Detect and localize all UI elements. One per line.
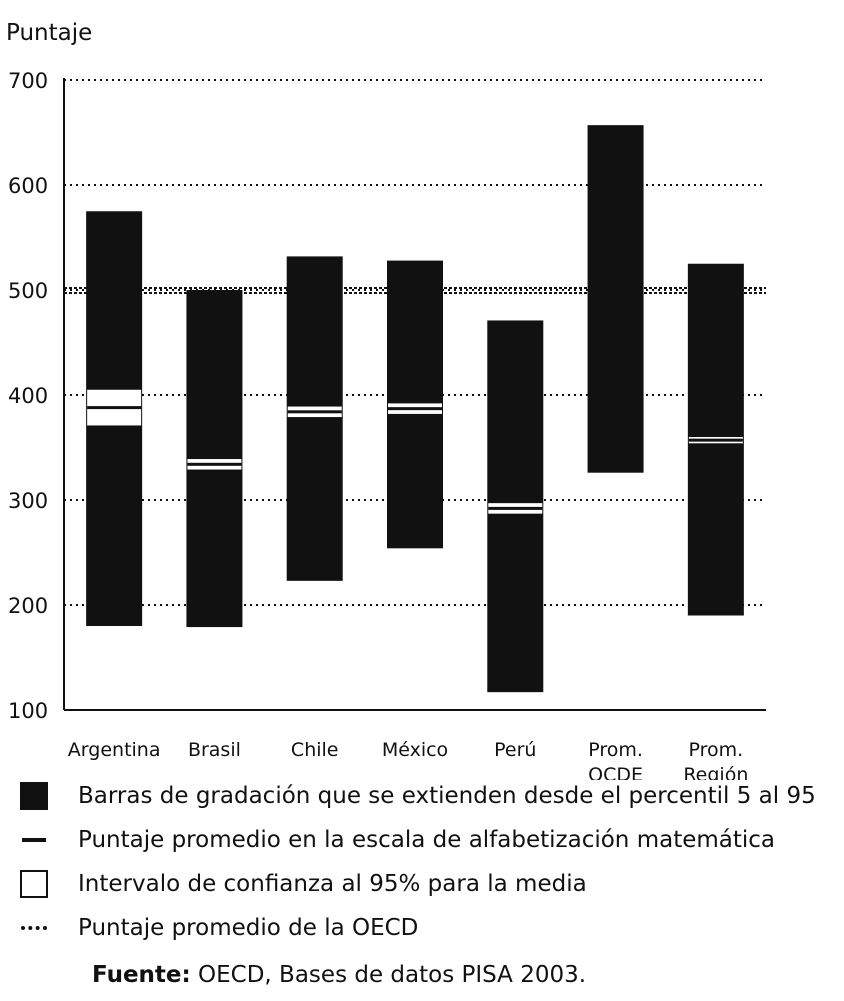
x-tick-label: OCDE — [588, 764, 643, 780]
x-tick-label: Prom. — [689, 739, 744, 761]
x-tick-label: Chile — [291, 739, 339, 761]
legend-ci-label: Intervalo de confianza al 95% para la me… — [78, 871, 587, 897]
x-tick-label: Argentina — [68, 739, 161, 761]
mean-marker — [87, 406, 142, 410]
y-tick-label: 200 — [8, 594, 48, 618]
legend-mean-label: Puntaje promedio en la escala de alfabet… — [78, 827, 776, 853]
y-tick-label: 500 — [8, 279, 48, 303]
x-tick-label: Prom. — [588, 739, 643, 761]
legend-ci-swatch — [18, 868, 50, 900]
x-tick-label: Perú — [494, 739, 536, 761]
legend-item-mean: Puntaje promedio en la escala de alfabet… — [18, 820, 775, 860]
y-tick-label: 600 — [8, 174, 48, 198]
legend-item-oecd: Puntaje promedio de la OECD — [18, 908, 418, 948]
legend-mean-swatch — [18, 824, 50, 856]
y-axis: 100 200 300 400 500 600 700 — [8, 69, 766, 723]
legend-bar-label: Barras de gradación que se extienden des… — [78, 783, 816, 809]
legend-item-ci: Intervalo de confianza al 95% para la me… — [18, 864, 587, 904]
y-tick-label: 300 — [8, 489, 48, 513]
mean-marker — [488, 506, 543, 510]
y-tick-label: 400 — [8, 384, 48, 408]
bars-layer — [86, 125, 744, 693]
source-note: Fuente: OECD, Bases de datos PISA 2003. — [92, 962, 586, 988]
y-tick-label: 700 — [8, 69, 48, 93]
legend-bar-swatch — [18, 780, 50, 812]
x-tick-label: México — [382, 739, 448, 761]
x-tick-label: Brasil — [188, 739, 241, 761]
mean-marker — [388, 407, 442, 411]
legend-oecd-label: Puntaje promedio de la OECD — [78, 915, 419, 941]
source-text: OECD, Bases de datos PISA 2003. — [190, 962, 587, 988]
x-tick-label: Región — [683, 764, 748, 780]
legend-oecd-swatch — [18, 912, 50, 944]
y-axis-label: Puntaje — [6, 20, 92, 46]
x-axis-labels: Argentina Brasil Chile México Perú Prom. OCDE P… — [68, 739, 749, 780]
mean-marker — [688, 438, 743, 442]
percentile-bar — [286, 256, 343, 581]
chart: Puntaje 100 200 300 400 500 600 700 Argentina B… — [6, 20, 766, 780]
source-label: Fuente: — [92, 962, 191, 988]
mean-marker — [187, 462, 242, 466]
percentile-bar — [587, 125, 644, 473]
mean-marker — [287, 410, 342, 414]
y-tick-label: 100 — [8, 699, 48, 723]
legend-item-bar: Barras de gradación que se extienden des… — [18, 776, 816, 816]
percentile-bar — [186, 290, 243, 628]
